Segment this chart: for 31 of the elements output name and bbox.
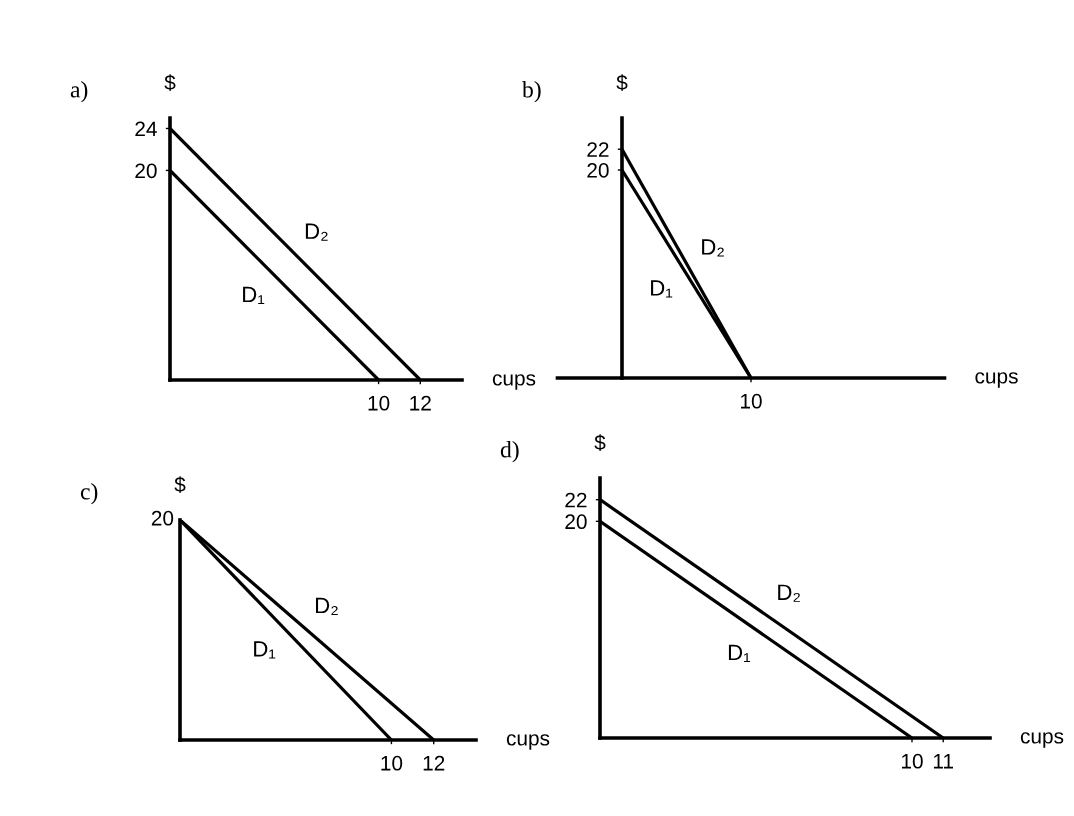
- annotation: 20: [151, 510, 174, 526]
- x-tick-label: 10: [368, 395, 390, 411]
- chart-title: d): [500, 440, 519, 463]
- x-tick-label: 12: [410, 395, 431, 411]
- x-tick-label: 12: [423, 755, 445, 771]
- y-tick-label: 22: [587, 142, 609, 157]
- y-axis-title: $: [174, 476, 186, 494]
- x-tick-label: 11: [933, 754, 953, 769]
- x-axis-title: cups: [492, 374, 536, 390]
- chart-title: c): [80, 482, 98, 505]
- x-tick-label: 10: [381, 755, 403, 771]
- x-axis-title: cups: [1020, 732, 1064, 748]
- y-tick-label: 22: [565, 492, 587, 508]
- x-tick-label: 10: [902, 753, 923, 769]
- series-label: D₂: [778, 584, 800, 602]
- series-label: D₁: [243, 286, 265, 305]
- series-label: D₂: [702, 239, 724, 257]
- y-axis-title: $: [164, 74, 176, 92]
- series-label: D₂: [305, 223, 328, 241]
- series-label: D₁: [651, 280, 673, 298]
- series-label: D₂: [316, 597, 338, 615]
- chart-title: b): [522, 80, 541, 103]
- y-axis-title: $: [616, 74, 628, 92]
- y-tick-label: 24: [135, 121, 157, 137]
- series-label: D₁: [728, 644, 751, 662]
- series-label: D₁: [254, 641, 276, 659]
- chart-title: a): [70, 80, 88, 103]
- y-axis-title: $: [594, 434, 606, 452]
- x-axis-title: cups: [506, 734, 550, 750]
- x-tick-label: 10: [741, 393, 762, 409]
- x-axis-title: cups: [975, 372, 1018, 388]
